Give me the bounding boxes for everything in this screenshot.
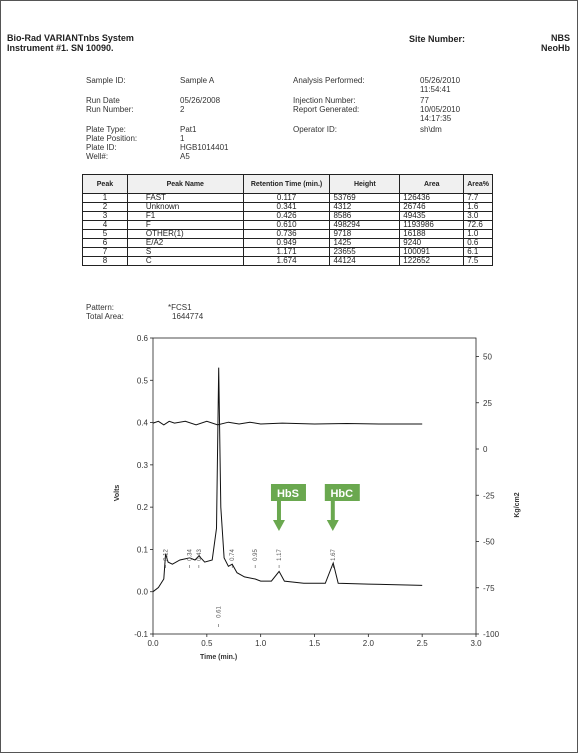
plate-id-value: HGB1014401 <box>180 143 229 152</box>
sample-id-value: Sample A <box>180 76 215 85</box>
injection-value: 77 <box>420 96 429 105</box>
column-header: Peak Name <box>126 174 244 194</box>
table-cell: 7.5 <box>463 256 493 266</box>
peak-label: 0.43 <box>197 549 203 561</box>
plate-type-label: Plate Type: <box>86 125 126 134</box>
run-number-label: Run Number: <box>86 105 134 114</box>
callout-arrow-shaft <box>276 501 281 522</box>
y-axis-label: Volts <box>114 485 121 502</box>
column-header: Area% <box>463 174 493 194</box>
callout-arrow-head <box>326 520 339 531</box>
plate-id-label: Plate ID: <box>86 143 117 152</box>
system-title: Bio-Rad VARIANTnbs System <box>7 33 134 43</box>
peak-label: 1.67 <box>331 549 337 561</box>
y2-tick-label: 50 <box>483 353 492 362</box>
site-number-value-2: NeoHb <box>541 43 570 53</box>
run-date-label: Run Date <box>86 96 120 105</box>
peak-label: 0.61 <box>217 606 223 618</box>
well-label: Well#: <box>86 152 109 161</box>
pressure-trace <box>152 420 423 426</box>
callout-box <box>270 484 306 501</box>
absorbance-trace <box>152 367 423 593</box>
y-tick-label: 0.6 <box>137 334 149 343</box>
plot-frame <box>152 337 477 635</box>
y2-axis-label: Kg/cm2 <box>514 492 521 517</box>
analysis-date: 05/26/2010 <box>420 76 461 85</box>
x-tick-label: 0.5 <box>201 639 213 648</box>
report-generated-label: Report Generated: <box>293 105 360 114</box>
peak-label: 0.34 <box>188 549 194 561</box>
y2-tick-label: -75 <box>483 584 495 593</box>
peak-label: 0.12 <box>164 549 170 561</box>
y-tick-label: 0.0 <box>137 588 149 597</box>
run-number-value: 2 <box>180 105 185 114</box>
callout-arrow-shaft <box>330 501 335 522</box>
operator-label: Operator ID: <box>293 125 338 134</box>
table-row: 5 OTHER(1) 0.736 9718 16188 1.0 <box>82 229 493 239</box>
total-area-label: Total Area: <box>86 312 124 321</box>
operator-value: sh\dm <box>420 125 442 134</box>
table-row: 3 F1 0.426 8586 49435 3.0 <box>82 211 493 221</box>
column-header: Height <box>329 174 401 194</box>
callouts: HbS HbC <box>270 484 360 531</box>
well-value: A5 <box>180 152 190 161</box>
analysis-label: Analysis Performed: <box>293 76 365 85</box>
peak-table: Peak Peak Name Retention Time (min.) Hei… <box>82 174 493 266</box>
y2-tick-label: -100 <box>483 630 500 639</box>
y2-tick-label: -50 <box>483 538 495 547</box>
x-tick-label: 2.0 <box>363 639 375 648</box>
column-header: Retention Time (min.) <box>242 174 331 194</box>
report-date: 10/05/2010 <box>420 105 461 114</box>
column-header: Peak <box>82 174 128 194</box>
x-tick-label: 3.0 <box>470 639 482 648</box>
peak-label: 0.95 <box>253 549 259 561</box>
x-tick-label: 1.5 <box>309 639 321 648</box>
callout-box <box>324 484 360 501</box>
sample-id-label: Sample ID: <box>86 76 126 85</box>
callout-label: HbS <box>277 488 299 500</box>
column-header: Area <box>399 174 465 194</box>
y-tick-label: 0.3 <box>137 461 149 470</box>
callout-arrow-head <box>272 520 285 531</box>
plate-position-label: Plate Position: <box>86 134 138 143</box>
peak-label: 1.17 <box>277 549 283 561</box>
x-tick-label: 1.0 <box>255 639 267 648</box>
pattern-label: Pattern: <box>86 303 115 312</box>
y-tick-label: 0.1 <box>137 545 149 554</box>
plate-type-value: Pat1 <box>180 125 197 134</box>
peak-label: 0.74 <box>230 549 236 561</box>
y-tick-label: 0.4 <box>137 419 149 428</box>
x-tick-label: 0.0 <box>147 639 159 648</box>
y2-tick-label: 0 <box>483 445 488 454</box>
analysis-time: 11:54:41 <box>420 85 451 94</box>
peak-table-header: Peak Peak Name Retention Time (min.) Hei… <box>82 174 493 194</box>
peak-markers: 0.12 0.34 0.43 0.61 0.74 0.95 1.17 1.67 <box>164 549 337 627</box>
chart-ticks: 0.0 0.5 1.0 1.5 2.0 2.5 3.0-0.10.00.10.20.30.4… <box>134 334 499 648</box>
pattern-value: *FCS1 <box>168 303 192 312</box>
total-area-value: 1644774 <box>172 312 204 321</box>
y2-tick-label: 25 <box>483 399 492 408</box>
run-date-value: 05/26/2008 <box>180 96 221 105</box>
plate-position-value: 1 <box>180 134 185 143</box>
callout-label: HbC <box>330 488 353 500</box>
y-tick-label: -0.1 <box>134 630 148 639</box>
chart-curves <box>152 367 423 593</box>
injection-label: Injection Number: <box>293 96 356 105</box>
y-tick-label: 0.5 <box>137 376 149 385</box>
table-cell: 122652 <box>399 256 465 266</box>
x-tick-label: 2.5 <box>417 639 429 648</box>
report-time: 14:17:35 <box>420 114 452 123</box>
x-axis-label: Time (min.) <box>200 654 237 661</box>
instrument-title: Instrument #1. SN 10090. <box>7 43 114 53</box>
table-cell: C <box>126 256 244 266</box>
y-tick-label: 0.2 <box>137 503 149 512</box>
chart-axes <box>152 337 477 635</box>
table-cell: 8 <box>82 256 128 266</box>
table-row: 8 C 1.674 44124 122652 7.5 <box>82 256 493 266</box>
y2-tick-label: -25 <box>483 491 495 500</box>
site-number-value: NBS <box>550 33 570 43</box>
site-number-label: Site Number: <box>409 34 466 44</box>
